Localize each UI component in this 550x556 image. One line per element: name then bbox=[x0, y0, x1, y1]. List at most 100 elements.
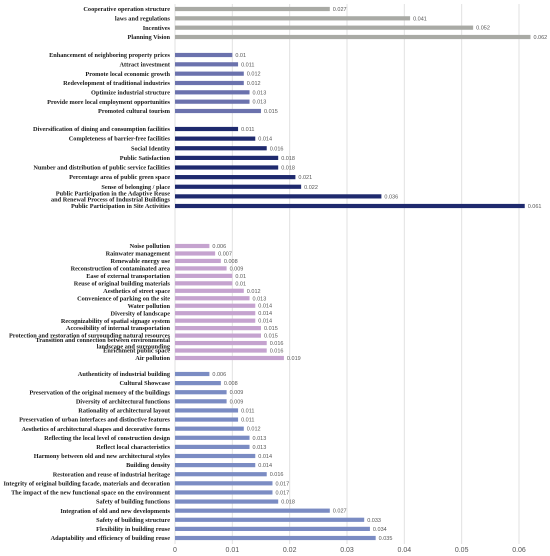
value-label: 0.011 bbox=[241, 62, 254, 68]
value-label: 0.011 bbox=[241, 127, 254, 133]
category-label: Attract investment bbox=[119, 61, 170, 68]
category-label: Planning Vision bbox=[127, 34, 170, 41]
category-label: Protection and restoration of surroundin… bbox=[9, 333, 171, 340]
value-label: 0.021 bbox=[298, 175, 312, 181]
category-label: Cultural Showcase bbox=[119, 380, 170, 387]
category-label: Redevelopment of traditional industries bbox=[63, 80, 170, 87]
value-label: 0.013 bbox=[253, 90, 267, 96]
x-axis-ticks: 0 0.01 0.02 0.03 0.04 0.05 0.06 bbox=[173, 547, 526, 554]
category-label: Sense of belonging / place bbox=[101, 184, 170, 191]
value-label: 0.006 bbox=[212, 244, 226, 250]
category-label: landscape and surrounding bbox=[97, 343, 171, 350]
category-label: Harmony between old and new architectura… bbox=[34, 453, 171, 460]
value-label: 0.036 bbox=[384, 194, 398, 200]
category-label: Completeness of barrier-free facilities bbox=[69, 136, 171, 143]
value-label: 0.01 bbox=[235, 274, 246, 280]
category-label: Reconstruction of contaminated area bbox=[71, 266, 171, 273]
bar bbox=[175, 408, 239, 413]
x-tick-label: 0.03 bbox=[340, 547, 354, 554]
bar bbox=[175, 203, 525, 209]
category-label: Number and distribution of public servic… bbox=[33, 165, 170, 172]
category-label: Water pollution bbox=[128, 303, 171, 310]
bar bbox=[175, 296, 250, 301]
category-label: Integrity of original building facade, m… bbox=[3, 480, 170, 487]
bar bbox=[175, 258, 221, 264]
category-label: Incentives bbox=[143, 25, 171, 32]
bar bbox=[175, 136, 256, 141]
value-label: 0.014 bbox=[258, 311, 272, 317]
value-label: 0.013 bbox=[253, 296, 267, 302]
bar bbox=[175, 146, 267, 151]
category-label: Restoration and reuse of industrial heri… bbox=[53, 471, 170, 478]
category-label: Diversification of dining and consumptio… bbox=[33, 126, 171, 133]
category-label: Renewable energy use bbox=[111, 258, 171, 265]
category-label: Reuse of original building materials bbox=[74, 280, 171, 287]
value-label: 0.035 bbox=[379, 536, 393, 542]
bar bbox=[175, 6, 330, 12]
bar bbox=[175, 288, 244, 293]
bar bbox=[175, 517, 365, 522]
value-labels: 0.0270.0410.0520.0620.010.0110.0120.0120… bbox=[212, 7, 547, 542]
value-label: 0.014 bbox=[258, 454, 272, 460]
bar bbox=[175, 266, 227, 271]
category-label: Promote local economic growth bbox=[85, 71, 170, 78]
value-label: 0.016 bbox=[270, 341, 284, 347]
category-label: Aesthetics of architectural shapes and d… bbox=[21, 426, 170, 433]
category-label: Noise pollution bbox=[130, 243, 171, 250]
bar bbox=[175, 194, 382, 199]
bar bbox=[175, 326, 261, 331]
category-label: Social Identity bbox=[131, 145, 171, 152]
value-label: 0.015 bbox=[264, 109, 278, 115]
bar bbox=[175, 340, 267, 346]
bar bbox=[175, 355, 284, 361]
category-label: Provide more local employment opportunit… bbox=[47, 99, 170, 106]
category-label: The impact of the new functional space o… bbox=[11, 490, 171, 497]
value-label: 0.009 bbox=[230, 390, 244, 396]
bar bbox=[175, 499, 279, 504]
category-label: Preservation of the original memory of t… bbox=[29, 389, 170, 396]
category-label: Aesthetics of street space bbox=[103, 288, 170, 295]
bar bbox=[175, 25, 474, 30]
value-label: 0.016 bbox=[270, 146, 284, 152]
category-labels: Cooperative operation structure laws and … bbox=[3, 6, 170, 542]
value-label: 0.012 bbox=[247, 72, 261, 78]
category-label: Transition and connection between enviro… bbox=[36, 337, 171, 344]
value-label: 0.014 bbox=[258, 137, 272, 143]
value-label: 0.009 bbox=[230, 399, 244, 405]
category-label: Reflecting the local level of constructi… bbox=[44, 435, 170, 442]
value-label: 0.033 bbox=[367, 518, 381, 524]
bar bbox=[175, 34, 531, 40]
category-label: Enrichment public space bbox=[103, 348, 170, 355]
value-label: 0.019 bbox=[287, 356, 301, 362]
value-label: 0.01 bbox=[235, 53, 246, 59]
bar bbox=[175, 281, 233, 286]
value-label: 0.041 bbox=[413, 16, 427, 22]
bar bbox=[175, 535, 376, 541]
bar bbox=[175, 80, 244, 86]
value-label: 0.011 bbox=[241, 408, 254, 414]
bar bbox=[175, 453, 256, 459]
category-label: Recognizability of spatial signage syste… bbox=[61, 318, 171, 325]
x-tick-label: 0.02 bbox=[283, 547, 297, 554]
bar bbox=[175, 481, 273, 486]
value-label: 0.018 bbox=[281, 500, 295, 506]
category-label: Rainwater management bbox=[106, 251, 171, 258]
category-label: Cooperative operation structure bbox=[83, 6, 170, 13]
category-label: Public Satisfaction bbox=[120, 155, 171, 162]
value-label: 0.015 bbox=[264, 334, 278, 340]
bar bbox=[175, 52, 233, 58]
bar bbox=[175, 99, 250, 104]
bar bbox=[175, 62, 239, 67]
bar bbox=[175, 303, 256, 308]
value-label: 0.018 bbox=[281, 156, 295, 162]
value-label: 0.011 bbox=[241, 418, 254, 424]
category-label: Preservation of urban interfaces and dis… bbox=[19, 417, 170, 424]
bar bbox=[175, 333, 261, 338]
category-label: Enhancement of neighboring property pric… bbox=[49, 52, 170, 59]
x-tick-label: 0.06 bbox=[512, 547, 526, 554]
value-label: 0.034 bbox=[373, 527, 387, 533]
bar bbox=[175, 399, 227, 404]
bar bbox=[175, 381, 221, 386]
category-label: Flexibility in building reuse bbox=[96, 526, 170, 533]
bar bbox=[175, 472, 267, 477]
